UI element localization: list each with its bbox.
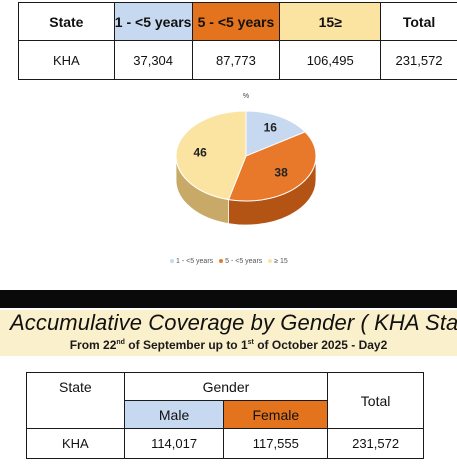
cell-female: 117,555 bbox=[223, 428, 329, 459]
pie-labels: 16 38 46 bbox=[193, 121, 288, 180]
subtitle-part: of October 2025 - Day2 bbox=[253, 338, 388, 352]
section-divider bbox=[0, 290, 457, 308]
pie-data-label: 46 bbox=[193, 145, 207, 159]
banner-subtitle: From 22nd of September up to 1st of Octo… bbox=[0, 338, 457, 352]
header-gender: Gender bbox=[123, 372, 329, 401]
header-state: State bbox=[26, 372, 125, 429]
pie-data-label: 38 bbox=[274, 165, 288, 179]
pie-slice bbox=[227, 131, 317, 202]
header-male: Male bbox=[123, 400, 225, 429]
cell-male: 114,017 bbox=[123, 428, 225, 459]
legend-item: 1 - <5 years bbox=[170, 258, 213, 265]
subtitle-part: From 22 bbox=[69, 338, 117, 352]
gender-subheader-row: Male Female bbox=[27, 400, 424, 429]
age-group-table: State 1 - <5 years 5 - <5 years 15≥ Tota… bbox=[18, 2, 457, 80]
subtitle-sup: nd bbox=[116, 339, 125, 346]
legend-swatch bbox=[268, 259, 273, 264]
header-state: State bbox=[18, 2, 115, 41]
pie-slice bbox=[245, 110, 306, 157]
header-age-15-plus: 15≥ bbox=[279, 2, 382, 41]
header-age-1-5: 1 - <5 years bbox=[113, 2, 193, 41]
legend-label: ≥ 15 bbox=[274, 258, 288, 265]
legend-swatch bbox=[219, 259, 224, 264]
header-total: Total bbox=[380, 2, 457, 41]
header-total: Total bbox=[327, 372, 424, 429]
cell-state: KHA bbox=[18, 40, 115, 80]
gender-table: State Gender Total Male Female KHA 114,0… bbox=[26, 372, 424, 459]
legend-item: ≥ 15 bbox=[268, 258, 288, 265]
gender-header-row: State Gender Total bbox=[26, 372, 424, 429]
pie-slice bbox=[175, 110, 247, 201]
pie-chart: % 16 38 46 bbox=[175, 93, 317, 226]
cell-age-15-plus: 106,495 bbox=[279, 40, 382, 80]
legend-label: 1 - <5 years bbox=[176, 258, 214, 265]
table-row: KHA 37,304 87,773 106,495 231,572 bbox=[18, 40, 457, 80]
legend-label: 5 - <5 years bbox=[225, 258, 263, 265]
chart-title: % bbox=[243, 93, 249, 100]
cell-total: 231,572 bbox=[327, 428, 424, 459]
header-female: Female bbox=[223, 400, 329, 429]
banner-title: Accumulative Coverage by Gender ( KHA St… bbox=[10, 310, 457, 335]
pie-tops bbox=[175, 110, 317, 202]
subtitle-part: of September up to 1 bbox=[124, 338, 248, 352]
title-banner: Accumulative Coverage by Gender ( KHA St… bbox=[0, 310, 457, 356]
chart-legend: 1 - <5 years 5 - <5 years ≥ 15 bbox=[170, 258, 370, 265]
cell-age-1-5: 37,304 bbox=[113, 40, 193, 80]
cell-age-5-15: 87,773 bbox=[191, 40, 281, 80]
legend-swatch bbox=[170, 259, 174, 264]
table-row: KHA 114,017 117,555 231,572 bbox=[26, 428, 424, 459]
cell-state: KHA bbox=[26, 428, 125, 459]
pie-data-label: 16 bbox=[264, 121, 278, 135]
header-age-5-15: 5 - <5 years bbox=[191, 2, 281, 41]
subtitle-sup: st bbox=[247, 339, 254, 346]
legend-item: 5 - <5 years bbox=[219, 258, 262, 265]
age-table-header-row: State 1 - <5 years 5 - <5 years 15≥ Tota… bbox=[18, 2, 457, 41]
cell-total: 231,572 bbox=[380, 40, 457, 80]
